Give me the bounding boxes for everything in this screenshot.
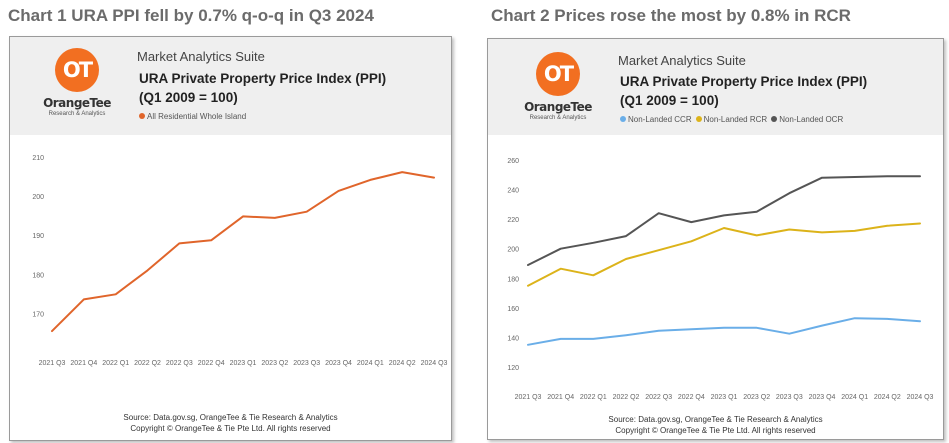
chart2-legend: Non-Landed CCR Non-Landed RCR Non-Landed O…: [620, 115, 847, 124]
ot-logo-icon: OT: [536, 52, 580, 96]
x-tick-label: 2021 Q4: [547, 394, 574, 401]
x-tick-label: 2023 Q4: [325, 360, 352, 367]
x-tick-label: 2023 Q2: [261, 360, 288, 367]
legend-dot-icon: [695, 116, 702, 122]
legend-label: Non-Landed CCR: [628, 115, 692, 124]
x-tick-label: 2023 Q4: [809, 394, 836, 401]
x-tick-label: 2022 Q4: [678, 394, 705, 401]
x-tick-label: 2021 Q4: [70, 360, 97, 367]
x-tick-label: 2024 Q3: [907, 394, 934, 401]
chart1-legend: All Residential Whole Island: [139, 112, 250, 121]
y-tick-label: 120: [507, 365, 519, 372]
chart2-source: Source: Data.gov.sg, OrangeTee & Tie Res…: [488, 414, 943, 436]
y-tick-label: 260: [507, 158, 519, 165]
x-tick-label: 2023 Q3: [776, 394, 803, 401]
chart1-heading: Chart 1 URA PPI fell by 0.7% q-o-q in Q3…: [8, 6, 374, 25]
y-tick-label: 140: [507, 335, 519, 342]
legend-label: Non-Landed RCR: [703, 115, 768, 124]
x-tick-label: 2021 Q3: [39, 360, 66, 367]
logo-subtitle: Research & Analytics: [529, 115, 587, 121]
chart-title-line2: (Q1 2009 = 100): [139, 90, 238, 105]
x-tick-label: 2022 Q2: [613, 394, 640, 401]
x-tick-label: 2024 Q2: [389, 360, 416, 367]
orangetee-logo: OT OrangeTee Research & Analytics: [523, 52, 593, 121]
chart2-plot: 120 140 160 180 200 220 240 260 2021 Q3 2021 Q4 20…: [507, 158, 934, 401]
x-tick-label: 2024 Q2: [874, 394, 901, 401]
legend-item: Non-Landed RCR: [695, 115, 768, 124]
x-tick-label: 2023 Q1: [711, 394, 738, 401]
x-tick-label: 2023 Q3: [293, 360, 320, 367]
x-tick-label: 2023 Q2: [743, 394, 770, 401]
y-tick-label: 220: [507, 217, 519, 224]
chart-title-line1: URA Private Property Price Index (PPI): [620, 74, 868, 89]
legend-item: All Residential Whole Island: [139, 112, 246, 121]
y-tick-label: 170: [32, 312, 44, 319]
chart-title-line2: (Q1 2009 = 100): [620, 93, 719, 108]
logo-name: OrangeTee: [524, 100, 592, 114]
source-line: Source: Data.gov.sg, OrangeTee & Tie Res…: [608, 415, 823, 424]
chart-title-line1: URA Private Property Price Index (PPI): [139, 71, 387, 86]
series-line-non-landed-ocr: [527, 175, 921, 266]
series-line-all-residential-whole-island: [51, 171, 435, 333]
x-tick-label: 2022 Q1: [580, 394, 607, 401]
logo-subtitle: Research & Analytics: [48, 111, 106, 117]
y-tick-label: 180: [32, 272, 44, 279]
x-tick-label: 2024 Q1: [357, 360, 384, 367]
legend-dot-icon: [620, 116, 626, 122]
chart2-header: OT OrangeTee Research & Analytics Market…: [488, 39, 943, 135]
y-tick-label: 190: [32, 233, 44, 240]
x-tick-label: 2022 Q1: [102, 360, 129, 367]
suite-label: Market Analytics Suite: [137, 49, 265, 64]
x-tick-label: 2022 Q3: [166, 360, 193, 367]
suite-label: Market Analytics Suite: [618, 53, 746, 68]
legend-item: Non-Landed CCR: [620, 115, 692, 124]
orangetee-logo: OT OrangeTee Research & Analytics: [42, 48, 112, 117]
copyright-line: Copyright © OrangeTee & Tie Pte Ltd. All…: [130, 424, 331, 433]
chart1-source: Source: Data.gov.sg, OrangeTee & Tie Res…: [10, 412, 451, 434]
x-tick-label: 2024 Q1: [841, 394, 868, 401]
logo-name: OrangeTee: [43, 96, 111, 110]
y-tick-label: 180: [507, 276, 519, 283]
legend-dot-icon: [771, 116, 778, 122]
y-tick-label: 160: [507, 306, 519, 313]
chart1-card: OT OrangeTee Research & Analytics Market…: [9, 36, 452, 441]
legend-item: Non-Landed OCR: [771, 115, 843, 124]
x-tick-label: 2024 Q3: [421, 360, 448, 367]
chart2-heading: Chart 2 Prices rose the most by 0.8% in …: [491, 6, 851, 25]
chart2-card: OT OrangeTee Research & Analytics Market…: [487, 38, 944, 440]
chart-title: URA Private Property Price Index (PPI) (…: [620, 72, 867, 110]
source-line: Source: Data.gov.sg, OrangeTee & Tie Res…: [123, 413, 338, 422]
series-line-non-landed-ccr: [527, 317, 921, 346]
x-tick-label: 2022 Q3: [645, 394, 672, 401]
y-tick-label: 240: [507, 188, 519, 195]
legend-label: All Residential Whole Island: [147, 112, 247, 121]
y-tick-label: 210: [32, 155, 44, 162]
legend-dot-icon: [139, 113, 145, 119]
x-tick-label: 2023 Q1: [230, 360, 257, 367]
ot-logo-icon: OT: [55, 48, 99, 92]
y-tick-label: 200: [32, 194, 44, 201]
y-tick-label: 200: [507, 247, 519, 254]
chart1-header: OT OrangeTee Research & Analytics Market…: [10, 37, 451, 135]
chart1-plot: 170 180 190 200 210 2021 Q3 2021 Q4 2022 Q1 2022…: [32, 155, 448, 367]
copyright-line: Copyright © OrangeTee & Tie Pte Ltd. All…: [615, 426, 816, 435]
x-tick-label: 2022 Q4: [198, 360, 225, 367]
chart-title: URA Private Property Price Index (PPI) (…: [139, 69, 386, 107]
legend-label: Non-Landed OCR: [779, 115, 844, 124]
x-tick-label: 2021 Q3: [515, 394, 542, 401]
series-line-non-landed-rcr: [527, 222, 921, 287]
x-tick-label: 2022 Q2: [134, 360, 161, 367]
